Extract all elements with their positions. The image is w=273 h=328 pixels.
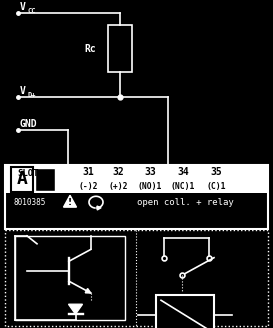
Text: 35: 35 <box>210 168 222 177</box>
Polygon shape <box>85 289 91 293</box>
Text: V: V <box>20 86 26 96</box>
Polygon shape <box>69 304 82 314</box>
Bar <box>156 295 214 328</box>
Text: open coll. + relay: open coll. + relay <box>136 198 233 207</box>
Text: (+)2: (+)2 <box>108 182 128 191</box>
Text: !: ! <box>68 198 72 207</box>
Text: CC: CC <box>28 8 37 14</box>
Bar <box>11 167 33 192</box>
Text: 33: 33 <box>144 168 156 177</box>
Text: V: V <box>20 2 26 12</box>
Polygon shape <box>97 206 101 210</box>
Bar <box>108 25 132 72</box>
Bar <box>6 166 267 193</box>
Text: 32: 32 <box>112 168 124 177</box>
Text: (NO)1: (NO)1 <box>138 182 162 191</box>
Text: (-)2: (-)2 <box>78 182 98 191</box>
Text: 31: 31 <box>82 168 94 177</box>
Bar <box>5 230 268 326</box>
Bar <box>5 165 268 229</box>
Text: 8010385: 8010385 <box>14 198 46 207</box>
Text: A: A <box>17 171 28 188</box>
Bar <box>15 236 125 320</box>
Text: D+: D+ <box>28 92 37 98</box>
Bar <box>35 168 55 191</box>
Text: (C)1: (C)1 <box>206 182 226 191</box>
Text: GND: GND <box>20 119 38 129</box>
Text: SLOT: SLOT <box>17 169 39 178</box>
Text: (NC)1: (NC)1 <box>171 182 195 191</box>
Text: Rc: Rc <box>84 44 96 54</box>
Text: 34: 34 <box>177 168 189 177</box>
Polygon shape <box>64 195 76 207</box>
